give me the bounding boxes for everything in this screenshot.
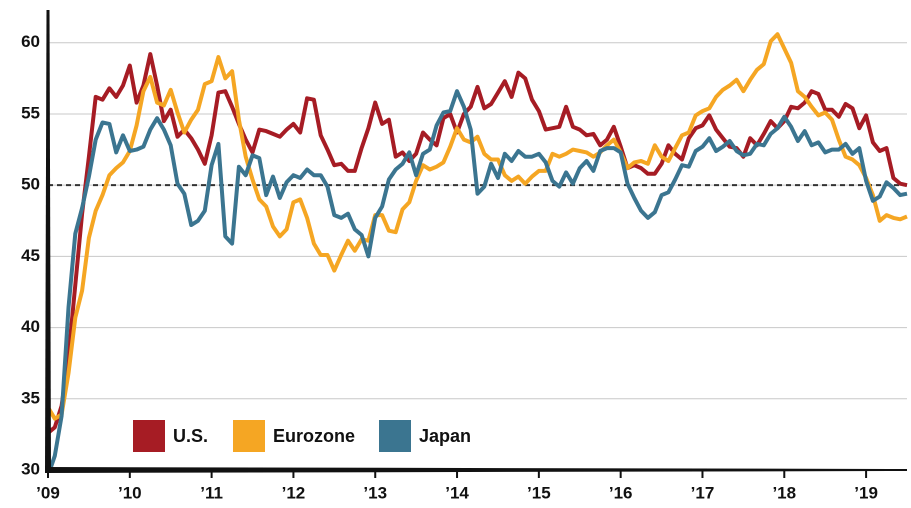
legend-label: Japan	[419, 426, 471, 446]
x-tick-label: ’19	[854, 483, 878, 502]
legend-swatch	[233, 420, 265, 452]
x-tick-label: ’09	[36, 483, 60, 502]
legend-label: U.S.	[173, 426, 208, 446]
x-tick-label: ’12	[282, 483, 306, 502]
series-line	[48, 89, 908, 470]
series-line	[48, 52, 908, 435]
x-tick-label: ’11	[200, 483, 223, 502]
x-tick-label: ’15	[527, 483, 551, 502]
x-tick-label: ’16	[609, 483, 633, 502]
y-tick-label: 60	[21, 32, 40, 51]
x-tick-label: ’14	[445, 483, 469, 502]
x-tick-label: ’18	[772, 483, 796, 502]
y-tick-label: 50	[21, 175, 40, 194]
series-line	[48, 32, 908, 421]
legend-swatch	[379, 420, 411, 452]
legend-swatch	[133, 420, 165, 452]
y-tick-label: 30	[21, 459, 40, 478]
x-tick-label: ’17	[691, 483, 715, 502]
y-tick-label: 40	[21, 317, 40, 336]
x-axis	[45, 467, 907, 473]
x-tick-label: ’13	[363, 483, 387, 502]
x-tick-label: ’10	[118, 483, 142, 502]
legend-label: Eurozone	[273, 426, 355, 446]
y-axis	[45, 10, 51, 470]
y-tick-label: 35	[21, 388, 40, 407]
y-tick-label: 45	[21, 246, 40, 265]
y-tick-label: 55	[21, 103, 40, 122]
